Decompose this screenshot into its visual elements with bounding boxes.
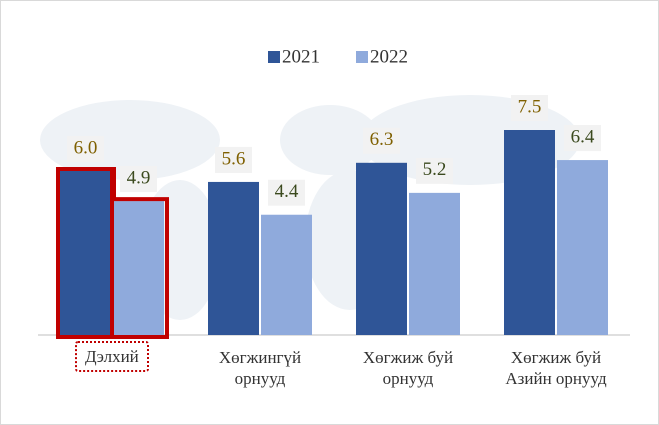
legend-label: 2021 bbox=[282, 46, 320, 67]
value-label: 6.0 bbox=[74, 137, 98, 158]
value-label-bg bbox=[120, 166, 157, 193]
legend-label: 2022 bbox=[370, 46, 408, 67]
value-label: 4.9 bbox=[127, 167, 151, 188]
bar bbox=[356, 162, 407, 335]
x-tick-label: Дэлхий bbox=[75, 341, 149, 372]
highlight-outline bbox=[56, 167, 169, 339]
value-label-bg bbox=[564, 125, 601, 152]
bar bbox=[504, 130, 555, 335]
bar bbox=[557, 160, 608, 335]
bar bbox=[60, 171, 111, 335]
bar bbox=[113, 201, 164, 335]
value-label: 4.4 bbox=[275, 181, 299, 202]
x-tick-label: Хөгжиж буй орнууд bbox=[362, 348, 454, 388]
value-label: 5.2 bbox=[423, 159, 447, 180]
value-label-bg bbox=[268, 179, 305, 206]
value-label: 6.4 bbox=[571, 126, 595, 147]
value-label-bg bbox=[363, 127, 400, 154]
value-label: 7.5 bbox=[518, 96, 542, 117]
x-tick-label: Хөгжиж буй Азийн орнууд bbox=[505, 348, 607, 388]
value-label: 5.6 bbox=[222, 148, 246, 169]
value-label-bg bbox=[215, 146, 252, 173]
bar bbox=[261, 214, 312, 335]
bar bbox=[208, 181, 259, 335]
x-tick-label: Хөгжингүй орнууд bbox=[218, 348, 302, 388]
value-label-bg bbox=[67, 136, 104, 162]
value-label: 6.3 bbox=[370, 129, 394, 150]
value-label-bg bbox=[416, 157, 453, 184]
value-label-bg bbox=[511, 95, 548, 121]
legend-swatch bbox=[268, 51, 280, 63]
bar bbox=[409, 192, 460, 335]
legend-swatch bbox=[356, 51, 368, 63]
